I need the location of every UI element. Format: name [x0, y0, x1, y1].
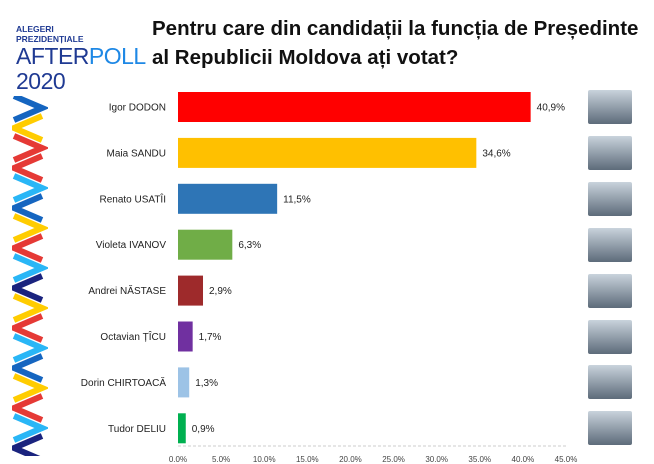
bar: [178, 275, 204, 306]
logo: ALEGERI PREZIDENȚIALE AFTERPOLL 2020: [16, 24, 146, 94]
bar: [178, 367, 190, 398]
bar: [178, 137, 477, 168]
bar: [178, 413, 186, 444]
chevron-stripe: [12, 193, 44, 223]
bar: [178, 321, 193, 352]
chevron-decoration: [12, 96, 48, 456]
chevron-stripe: [12, 153, 44, 183]
chevron-stripe: [12, 273, 44, 303]
data-label: 34,6%: [482, 148, 510, 159]
candidate-photo: [588, 411, 632, 446]
x-tick-label: 30.0%: [425, 455, 448, 464]
candidate-photo: [588, 365, 632, 400]
data-label: 11,5%: [283, 194, 311, 205]
chevron-stripe: [12, 393, 44, 423]
candidate-photo: [588, 135, 632, 170]
data-label: 40,9%: [537, 103, 565, 114]
chevron-stripe: [12, 313, 44, 343]
chevron-stripe: [12, 433, 44, 456]
chevron-stripe: [12, 233, 44, 263]
data-label: 6,3%: [238, 240, 261, 251]
bar: [178, 92, 531, 122]
chevron-stripe: [12, 113, 44, 143]
candidate-photo: [588, 181, 632, 216]
x-tick-label: 45.0%: [555, 455, 578, 464]
chevron-stripe: [12, 133, 48, 163]
chevron-stripe: [12, 293, 48, 323]
bar: [178, 183, 278, 214]
logo-after: AFTER: [16, 43, 89, 69]
data-label: 1,7%: [199, 332, 222, 343]
x-tick-label: 40.0%: [512, 455, 535, 464]
chevron-stripe: [12, 353, 44, 383]
bar: [178, 229, 233, 260]
logo-line1: ALEGERI: [16, 24, 54, 34]
candidate-photo: [588, 319, 632, 354]
category-label: Andrei NĂSTASE: [88, 284, 166, 297]
candidate-photo: [588, 90, 632, 124]
candidate-photo: [588, 273, 632, 308]
x-tick-label: 20.0%: [339, 455, 362, 464]
logo-line2: PREZIDENȚIALE: [16, 34, 84, 44]
x-tick-label: 15.0%: [296, 455, 319, 464]
category-label: Dorin CHIRTOACĂ: [81, 376, 167, 389]
data-label: 0,9%: [192, 424, 215, 435]
page-title: Pentru care din candidații la funcția de…: [152, 17, 639, 69]
chevron-stripe: [12, 253, 48, 283]
logo-poll: POLL: [88, 43, 146, 69]
category-label: Violeta IVANOV: [96, 240, 167, 251]
x-tick-label: 0.0%: [169, 455, 187, 464]
category-label: Tudor DELIU: [108, 424, 166, 435]
data-label: 1,3%: [195, 378, 218, 389]
chevron-stripe: [12, 333, 48, 363]
x-tick-label: 5.0%: [212, 455, 230, 464]
logo-year: 2020: [16, 68, 66, 94]
x-tick-label: 10.0%: [253, 455, 276, 464]
chevron-stripe: [12, 173, 48, 203]
candidate-photo: [588, 227, 632, 262]
chevron-stripe: [12, 96, 48, 123]
chevron-stripe: [12, 373, 48, 403]
category-label: Renato USATÎI: [99, 192, 166, 205]
x-tick-label: 25.0%: [382, 455, 405, 464]
x-tick-label: 35.0%: [468, 455, 491, 464]
chevron-stripe: [12, 213, 48, 243]
data-label: 2,9%: [209, 286, 232, 297]
category-label: Igor DODON: [109, 103, 166, 114]
chevron-stripe: [12, 413, 48, 443]
category-label: Octavian ȚÎCU: [100, 330, 166, 343]
category-label: Maia SANDU: [107, 148, 166, 159]
